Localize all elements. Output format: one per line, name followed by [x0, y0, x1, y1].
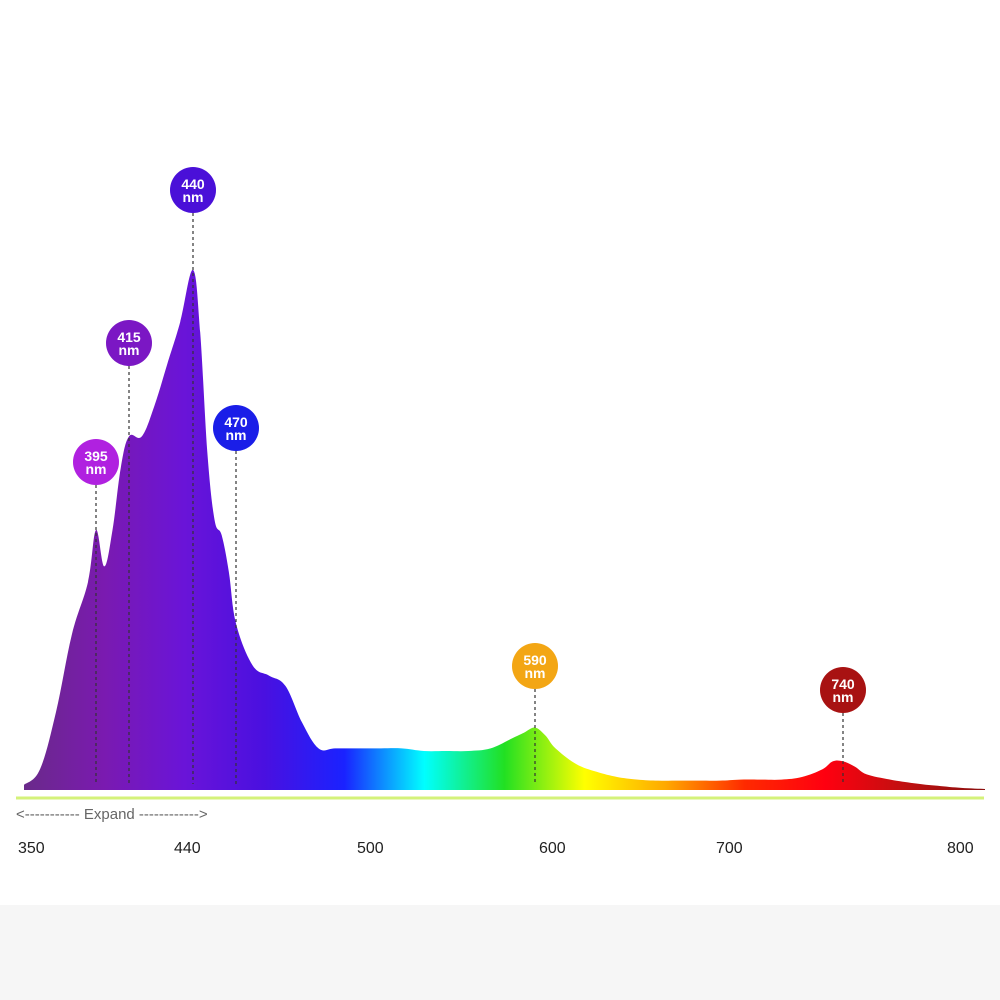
x-axis-ticks: 350 440 500 600 700 800 — [18, 840, 974, 857]
expand-label: <----------- Expand ------------> — [16, 806, 208, 823]
peak-marker-unit: nm — [525, 665, 546, 681]
peak-marker-value: 590 — [523, 652, 547, 668]
peak-marker-value: 470 — [224, 414, 248, 430]
x-tick-label: 600 — [539, 840, 566, 857]
bottom-band — [0, 905, 1000, 1000]
x-tick-label: 440 — [174, 840, 201, 857]
peak-marker-unit: nm — [86, 461, 107, 477]
peak-guides — [95, 213, 844, 784]
peak-marker-value: 440 — [181, 176, 205, 192]
x-tick-label: 350 — [18, 840, 45, 857]
peak-marker-unit: nm — [226, 427, 247, 443]
peak-marker-unit: nm — [183, 189, 204, 205]
peak-marker-circle — [73, 439, 119, 485]
peak-marker-value: 740 — [831, 676, 855, 692]
peak-marker-unit: nm — [119, 342, 140, 358]
peak-marker-circle — [512, 643, 558, 689]
spectrum-area — [24, 269, 985, 790]
x-tick-label: 800 — [947, 840, 974, 857]
x-tick-label: 700 — [716, 840, 743, 857]
x-tick-label: 500 — [357, 840, 384, 857]
peak-marker-circle — [213, 405, 259, 451]
peak-marker-circle — [820, 667, 866, 713]
peak-marker-value: 395 — [84, 448, 108, 464]
peak-marker-circle — [170, 167, 216, 213]
peak-marker-unit: nm — [833, 689, 854, 705]
peak-marker-circle — [106, 320, 152, 366]
peak-marker-value: 415 — [117, 329, 141, 345]
